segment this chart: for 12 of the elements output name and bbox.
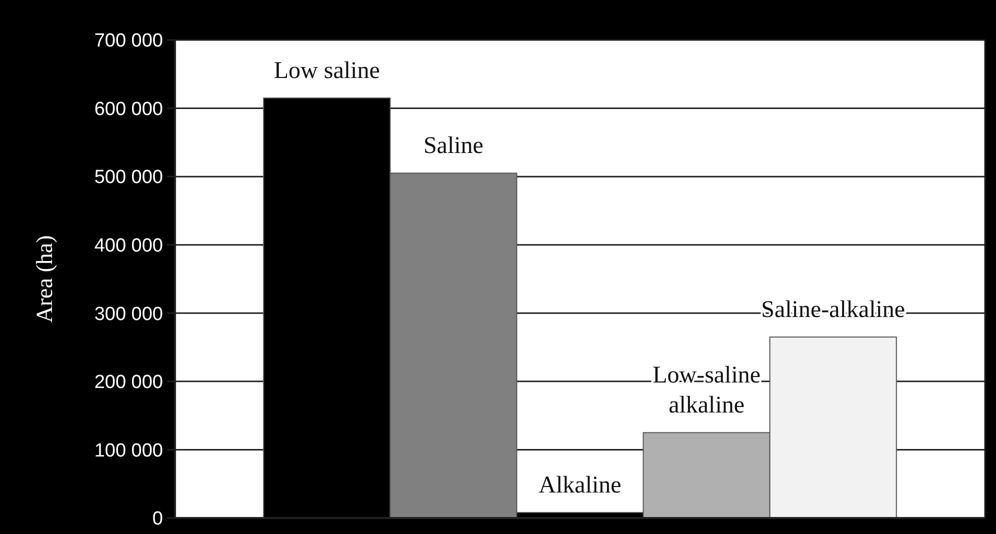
x-tick-label: Alkaline <box>538 472 622 499</box>
y-tick-label: 700 000 <box>94 30 163 52</box>
y-tick-label: 0 <box>152 508 163 530</box>
y-tick-label: 100 000 <box>94 440 163 462</box>
y-tick-label: 200 000 <box>94 372 163 394</box>
y-tick-label: 400 000 <box>94 236 163 257</box>
x-tick-label: Saline <box>423 133 484 160</box>
y-tick-label: 600 000 <box>94 98 163 120</box>
y-axis-title: Area (ha) <box>32 235 57 323</box>
x-tick-label: Low saline <box>274 58 380 84</box>
y-tick-label: 300 000 <box>94 304 163 325</box>
y-tick-label: 500 000 <box>94 167 163 188</box>
